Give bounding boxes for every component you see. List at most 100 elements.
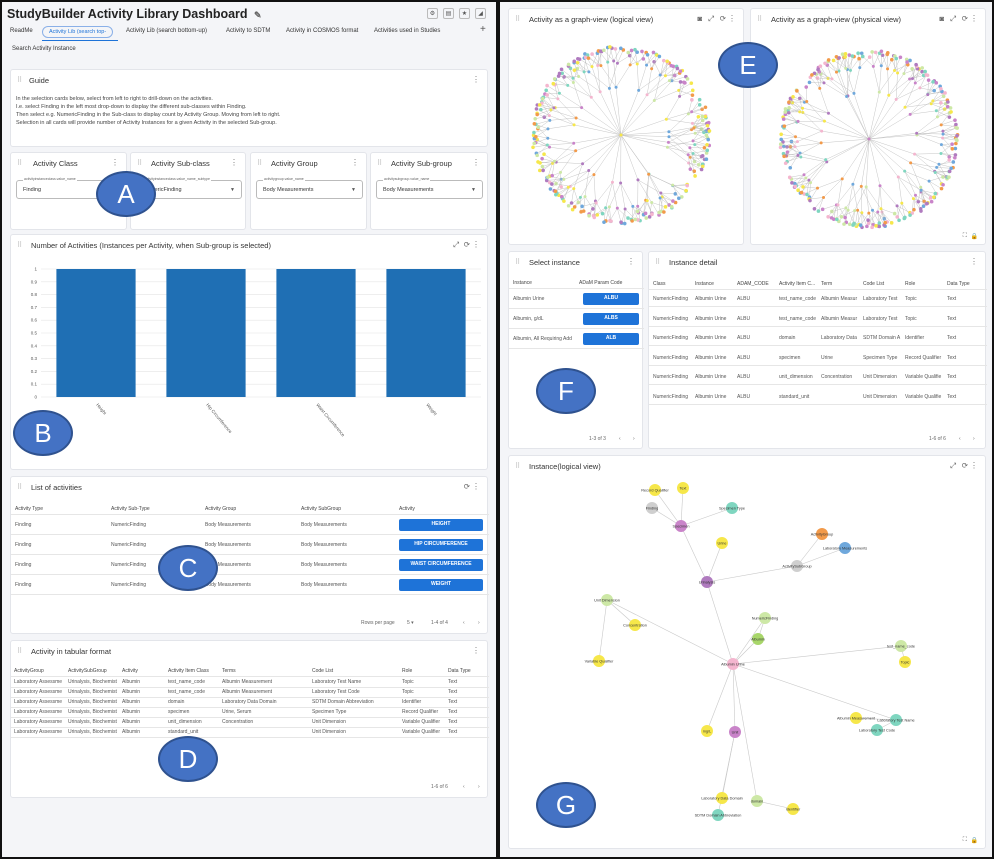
tab-activity-to-sdtm[interactable]: Activity to SDTM [226, 28, 271, 34]
next-page-icon[interactable]: › [478, 620, 480, 626]
graph-node[interactable] [649, 484, 661, 496]
camera-icon[interactable]: ◙ [697, 14, 702, 23]
next-page-icon[interactable]: › [973, 436, 975, 442]
bar-weight[interactable] [386, 269, 466, 397]
more-icon[interactable]: ⋮ [472, 158, 480, 167]
tab-activities-studies[interactable]: Activities used in Studies [374, 28, 441, 34]
graph-node[interactable] [751, 795, 763, 807]
header-icon-star[interactable]: ★ [459, 8, 470, 19]
header-icon-document[interactable]: ▤ [443, 8, 454, 19]
activity-button[interactable]: WEIGHT [399, 579, 483, 591]
more-icon[interactable]: ⋮ [472, 240, 480, 249]
graph-node[interactable] [899, 656, 911, 668]
drag-handle-icon[interactable]: ⠿ [515, 15, 521, 23]
refresh-icon[interactable]: ⟳ [961, 14, 968, 23]
more-icon[interactable]: ⋮ [970, 461, 978, 470]
expand-icon[interactable]: ⤢ [950, 461, 956, 470]
graph-node[interactable] [816, 528, 828, 540]
more-icon[interactable]: ⋮ [970, 257, 978, 266]
graph-node[interactable] [791, 560, 803, 572]
more-icon[interactable]: ⋮ [472, 646, 480, 655]
drag-handle-icon[interactable]: ⠿ [257, 159, 263, 167]
tab-readme[interactable]: ReadMe [10, 28, 33, 34]
camera-icon[interactable]: ◙ [939, 14, 944, 23]
graph-node[interactable] [752, 633, 764, 645]
rows-per-page-select[interactable]: 5 ▾ [407, 620, 414, 626]
dropdown-arrow-icon[interactable]: ▼ [351, 187, 356, 193]
graph-node[interactable] [759, 612, 771, 624]
graph-node[interactable] [646, 502, 658, 514]
tab-activity-cosmos[interactable]: Activity in COSMOS format [286, 28, 359, 34]
drag-handle-icon[interactable]: ⠿ [515, 462, 521, 470]
graph-node[interactable] [601, 594, 613, 606]
dropdown-arrow-icon[interactable]: ▼ [471, 187, 476, 193]
graph-node[interactable] [712, 809, 724, 821]
param-code-button[interactable]: ALBU [583, 293, 639, 305]
activity-subclass-select[interactable]: activityinstanceclass.value_name_subtype… [136, 177, 242, 199]
more-icon[interactable]: ⋮ [728, 14, 736, 23]
graph-node[interactable] [677, 482, 689, 494]
graph-node[interactable] [629, 619, 641, 631]
more-icon[interactable]: ⋮ [970, 14, 978, 23]
graph-node[interactable] [850, 712, 862, 724]
add-tab-icon[interactable]: + [480, 24, 486, 35]
next-page-icon[interactable]: › [478, 784, 480, 790]
graph-node[interactable] [593, 655, 605, 667]
param-code-button[interactable]: ALB [583, 333, 639, 345]
more-icon[interactable]: ⋮ [627, 257, 635, 266]
prev-page-icon[interactable]: ‹ [619, 436, 621, 442]
tab-activity-lib-top-down[interactable]: Activity Lib (search top- [42, 26, 114, 38]
more-icon[interactable]: ⋮ [111, 158, 119, 167]
header-icon-rss[interactable]: ◢ [475, 8, 486, 19]
activity-group-select[interactable]: activitygroup.value_name Body Measuremen… [256, 177, 363, 199]
graph-node[interactable] [716, 537, 728, 549]
refresh-icon[interactable]: ⟳ [463, 482, 470, 491]
activity-button[interactable]: HIP CIRCUMFERENCE [399, 539, 483, 551]
drag-handle-icon[interactable]: ⠿ [377, 159, 383, 167]
expand-icon[interactable]: ⤢ [453, 240, 459, 249]
graph-node[interactable] [890, 714, 902, 726]
drag-handle-icon[interactable]: ⠿ [137, 159, 143, 167]
prev-page-icon[interactable]: ‹ [959, 436, 961, 442]
more-icon[interactable]: ⋮ [472, 482, 480, 491]
expand-icon[interactable]: ⤢ [708, 14, 714, 23]
prev-page-icon[interactable]: ‹ [463, 784, 465, 790]
bar-height[interactable] [56, 269, 136, 397]
graph-node[interactable] [675, 520, 687, 532]
graph-node[interactable] [895, 640, 907, 652]
next-page-icon[interactable]: › [633, 436, 635, 442]
refresh-icon[interactable]: ⟳ [961, 461, 968, 470]
tab-activity-lib-bottom-up[interactable]: Activity Lib (search bottom-up) [126, 28, 208, 34]
fit-icon[interactable]: ⛶ [962, 233, 967, 239]
graph-node[interactable] [729, 726, 741, 738]
graph-node[interactable] [727, 658, 739, 670]
param-code-button[interactable]: ALBS [583, 313, 639, 325]
drag-handle-icon[interactable]: ⠿ [17, 76, 23, 84]
graph-node[interactable] [839, 542, 851, 554]
header-icon-settings[interactable]: ⚙ [427, 8, 438, 19]
prev-page-icon[interactable]: ‹ [463, 620, 465, 626]
drag-handle-icon[interactable]: ⠿ [17, 483, 23, 491]
activity-button[interactable]: WAIST CIRCUMFERENCE [399, 559, 483, 571]
more-icon[interactable]: ⋮ [472, 75, 480, 84]
dropdown-arrow-icon[interactable]: ▼ [230, 187, 235, 193]
edit-icon[interactable]: ✎ [254, 10, 262, 20]
graph-node[interactable] [871, 724, 883, 736]
drag-handle-icon[interactable]: ⠿ [17, 241, 23, 249]
bar-hip-circumference[interactable] [166, 269, 246, 397]
drag-handle-icon[interactable]: ⠿ [17, 647, 23, 655]
graph-node[interactable] [701, 576, 713, 588]
refresh-icon[interactable]: ⟳ [719, 14, 726, 23]
more-icon[interactable]: ⋮ [230, 158, 238, 167]
graph-node[interactable] [716, 792, 728, 804]
drag-handle-icon[interactable]: ⠿ [515, 258, 521, 266]
drag-handle-icon[interactable]: ⠿ [757, 15, 763, 23]
fit-icon[interactable]: ⛶ [962, 837, 967, 843]
refresh-icon[interactable]: ⟳ [463, 240, 470, 249]
bar-waist-circumference[interactable] [276, 269, 356, 397]
graph-node[interactable] [726, 502, 738, 514]
drag-handle-icon[interactable]: ⠿ [17, 159, 23, 167]
drag-handle-icon[interactable]: ⠿ [655, 258, 661, 266]
more-icon[interactable]: ⋮ [351, 158, 359, 167]
activity-button[interactable]: HEIGHT [399, 519, 483, 531]
